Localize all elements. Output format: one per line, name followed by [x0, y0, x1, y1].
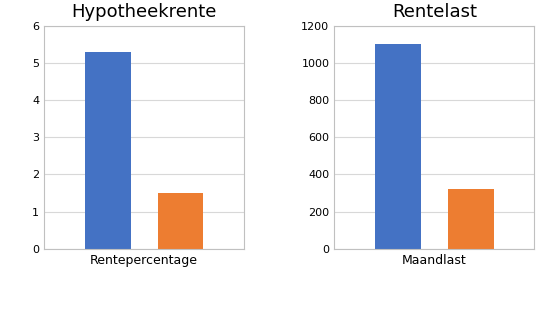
Title: Hypotheekrente: Hypotheekrente: [72, 3, 217, 21]
Title: Rentelast: Rentelast: [392, 3, 477, 21]
Bar: [158, 193, 203, 249]
Legend: 2009, 2019: 2009, 2019: [382, 318, 487, 319]
Bar: [375, 44, 421, 249]
Bar: [85, 52, 131, 249]
Bar: [448, 189, 494, 249]
Legend: 2009, 2019: 2009, 2019: [91, 318, 197, 319]
